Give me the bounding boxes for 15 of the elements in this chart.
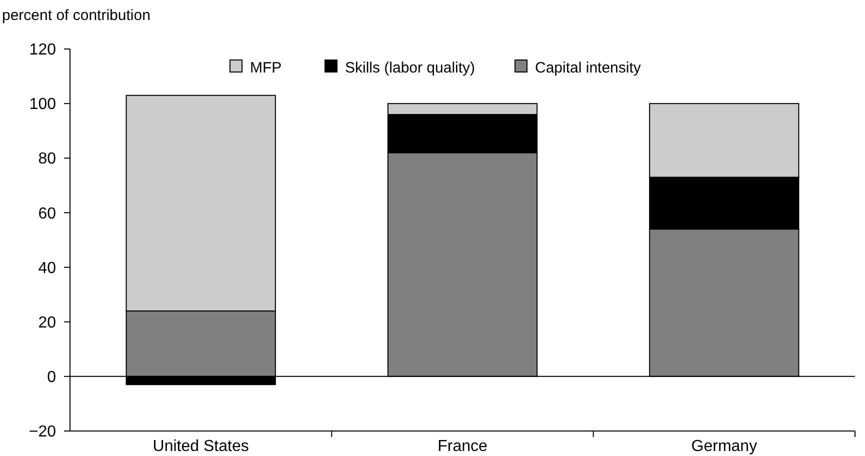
- x-tick-label: Germany: [691, 438, 758, 455]
- y-tick-label: 20: [38, 314, 56, 332]
- legend-label: Capital intensity: [535, 59, 642, 76]
- y-tick-label: 100: [29, 96, 56, 114]
- y-tick-label: 120: [29, 42, 56, 59]
- legend-label: Skills (labor quality): [345, 59, 476, 76]
- y-tick-label: 60: [38, 205, 56, 222]
- y-axis-title: percent of contribution: [2, 7, 150, 24]
- y-tick-label: 0: [47, 369, 56, 386]
- legend-label: MFP: [250, 59, 282, 76]
- x-tick-label: United States: [152, 438, 249, 455]
- y-tick-label: 80: [38, 150, 56, 168]
- y-tick-label: 40: [38, 260, 56, 277]
- x-tick-label: France: [438, 438, 488, 455]
- y-tick-label: −20: [28, 424, 56, 441]
